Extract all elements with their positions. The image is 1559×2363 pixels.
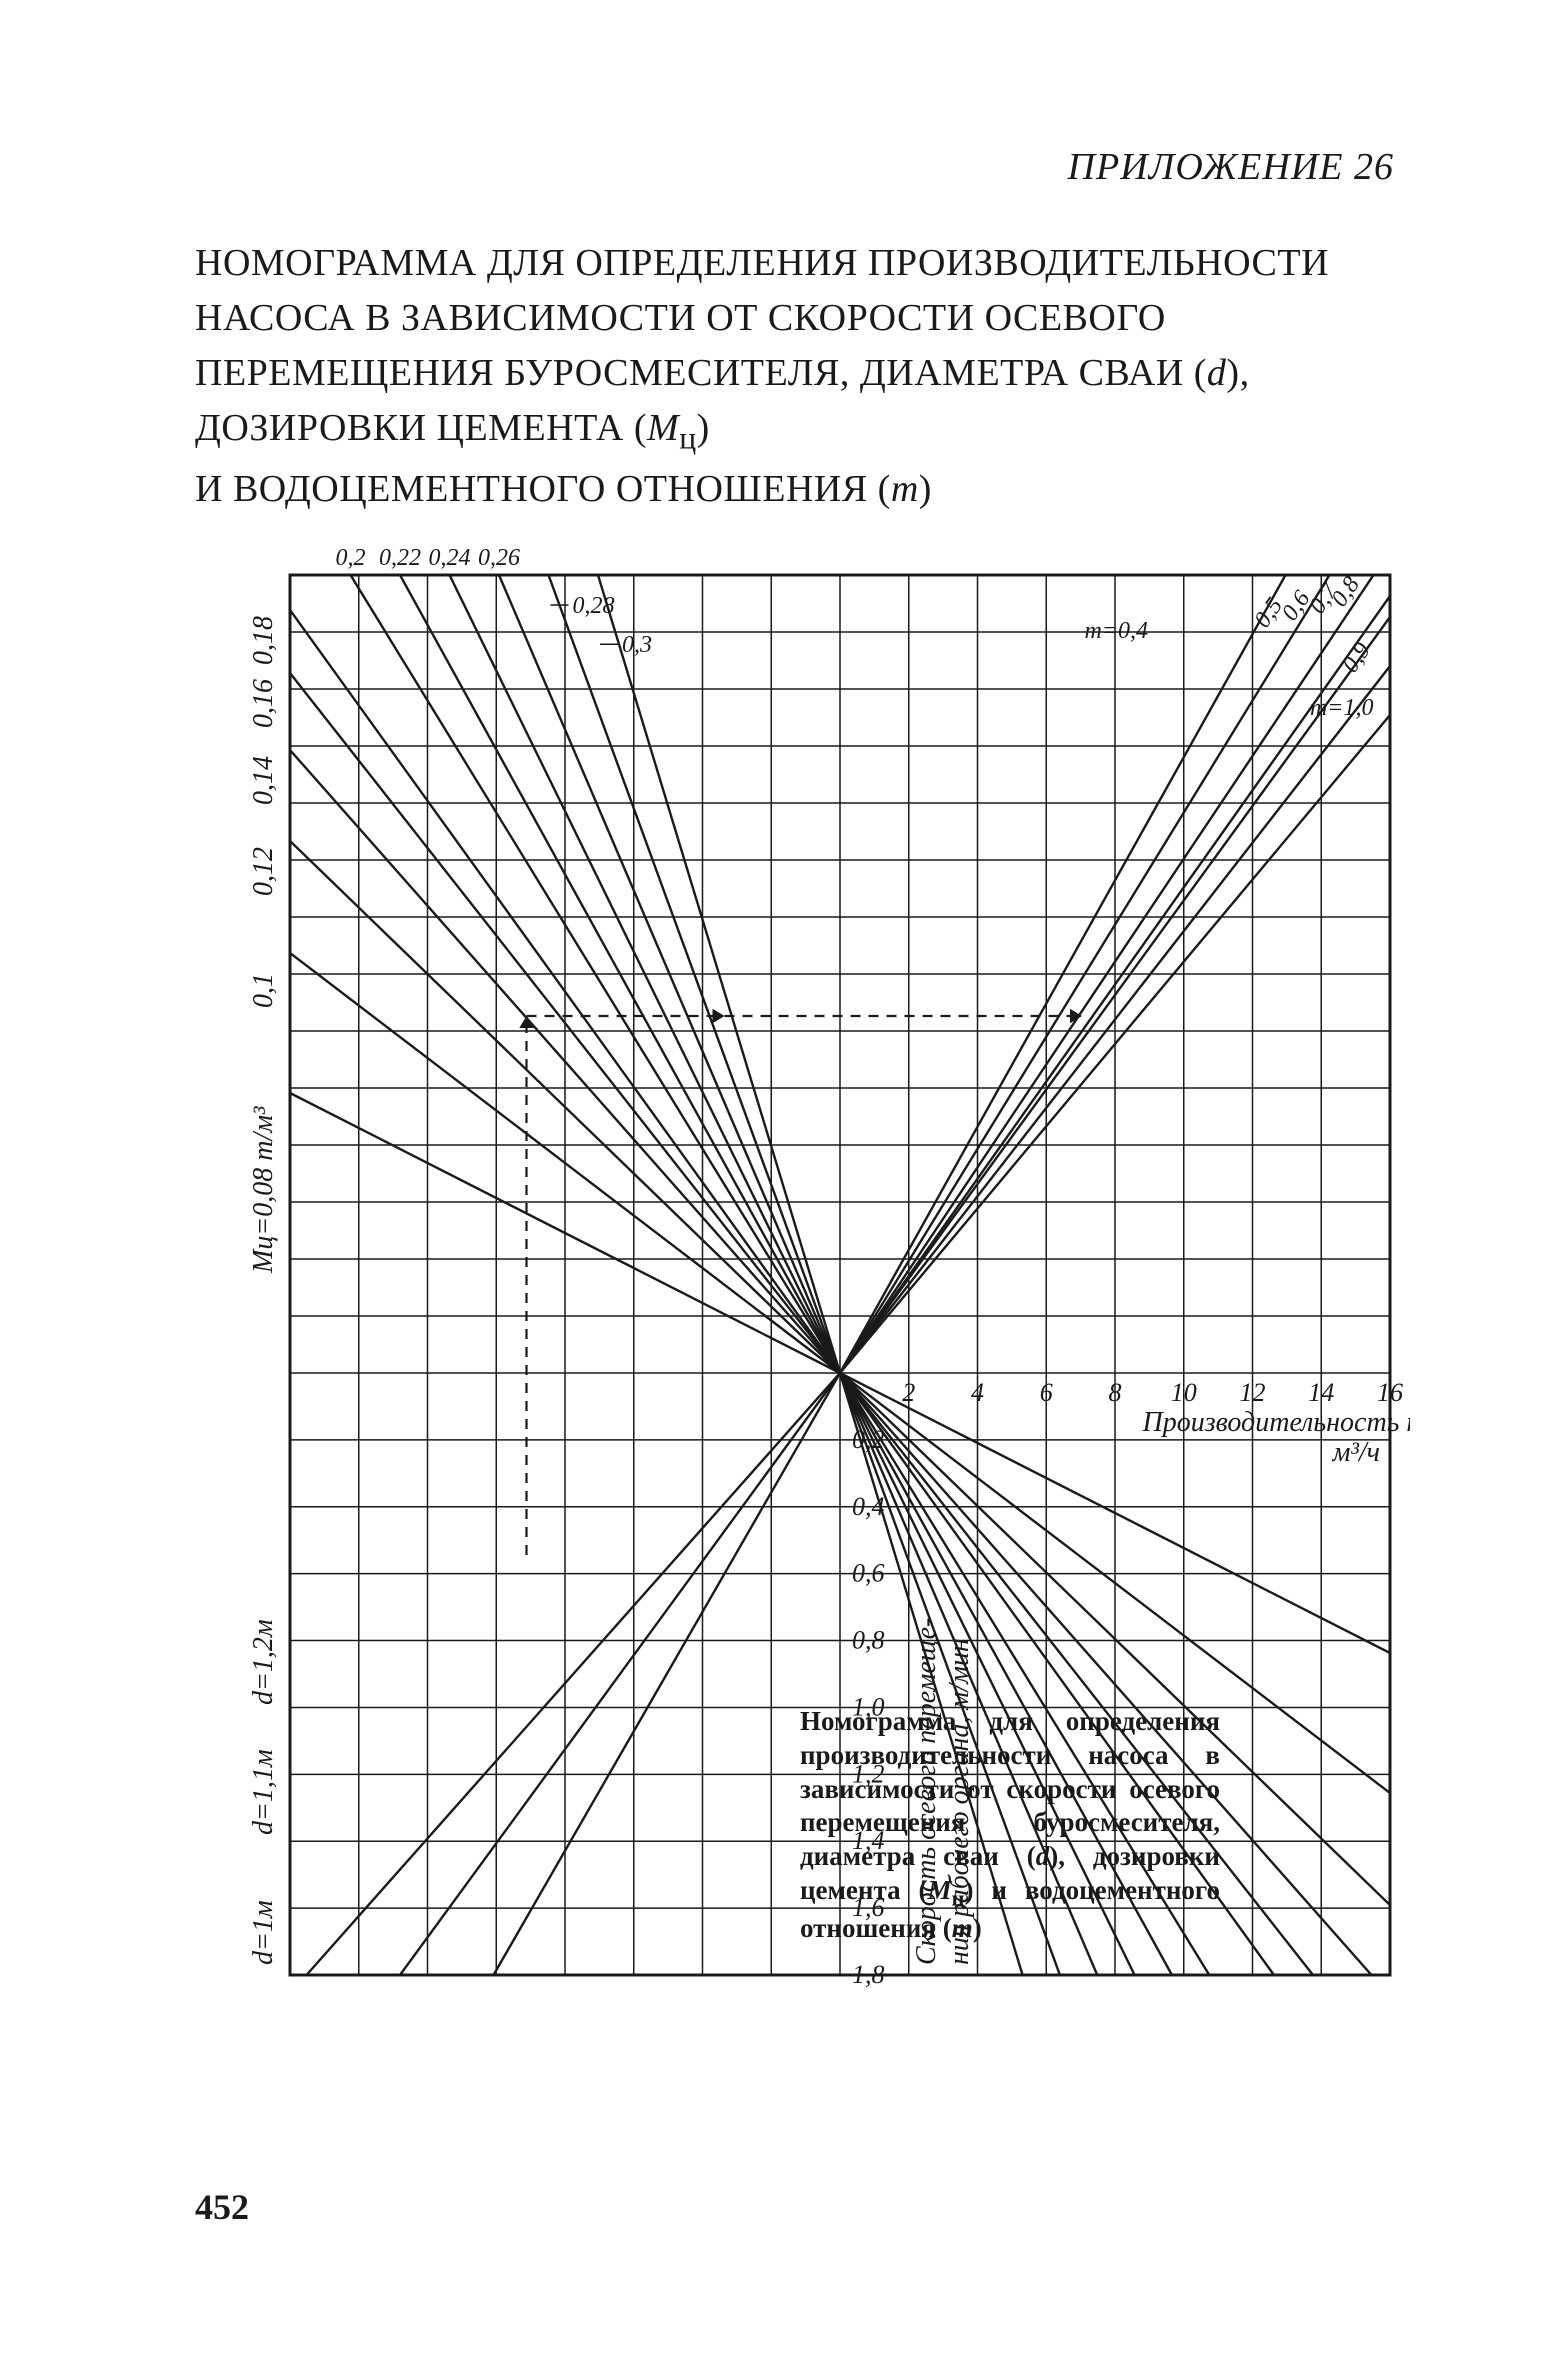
svg-text:m=1,0: m=1,0 — [1310, 695, 1374, 721]
page-title: НОМОГРАММА ДЛЯ ОПРЕДЕЛЕНИЯ ПРОИЗВОДИТЕЛЬ… — [195, 236, 1394, 517]
svg-text:m=0,4: m=0,4 — [1084, 618, 1148, 644]
svg-text:0,6: 0,6 — [852, 1559, 885, 1588]
svg-text:0,22: 0,22 — [379, 545, 421, 571]
nomogram-svg: 246810121416Производительность насоса,м³… — [180, 535, 1410, 1995]
svg-text:Производительность насоса,: Производительность насоса, — [1142, 1407, 1411, 1438]
svg-text:0,8: 0,8 — [852, 1626, 885, 1655]
svg-text:12: 12 — [1240, 1378, 1266, 1407]
svg-text:8: 8 — [1109, 1378, 1122, 1407]
nomogram-chart: 246810121416Производительность насоса,м³… — [180, 535, 1410, 1995]
svg-text:14: 14 — [1308, 1378, 1334, 1407]
page: ПРИЛОЖЕНИЕ 26 НОМОГРАММА ДЛЯ ОПРЕДЕЛЕНИЯ… — [0, 0, 1559, 2363]
svg-text:0,12: 0,12 — [248, 847, 279, 896]
svg-text:d=1,2м: d=1,2м — [248, 1619, 279, 1705]
svg-text:0,24: 0,24 — [429, 545, 471, 571]
svg-text:6: 6 — [1040, 1378, 1053, 1407]
svg-text:d=1м: d=1м — [248, 1900, 279, 1965]
page-number: 452 — [195, 2186, 249, 2228]
appendix-label: ПРИЛОЖЕНИЕ 26 — [1068, 145, 1394, 189]
svg-text:0,1: 0,1 — [248, 973, 279, 1008]
svg-text:2: 2 — [902, 1378, 915, 1407]
figure-caption: Номограмма для определения производитель… — [800, 1705, 1220, 1946]
svg-text:Mц=0,08 т/м³: Mц=0,08 т/м³ — [248, 1106, 279, 1274]
svg-text:м³/ч: м³/ч — [1332, 1437, 1380, 1468]
svg-text:0,18: 0,18 — [248, 616, 279, 665]
svg-text:0,3: 0,3 — [622, 632, 652, 658]
svg-text:0,2: 0,2 — [336, 545, 366, 571]
svg-text:0,14: 0,14 — [248, 756, 279, 805]
svg-text:4: 4 — [971, 1378, 984, 1407]
svg-text:d=1,1м: d=1,1м — [248, 1749, 279, 1835]
svg-text:0,26: 0,26 — [478, 545, 520, 571]
svg-text:0,16: 0,16 — [248, 679, 279, 728]
svg-text:0,28: 0,28 — [573, 593, 615, 619]
svg-text:10: 10 — [1171, 1378, 1197, 1407]
